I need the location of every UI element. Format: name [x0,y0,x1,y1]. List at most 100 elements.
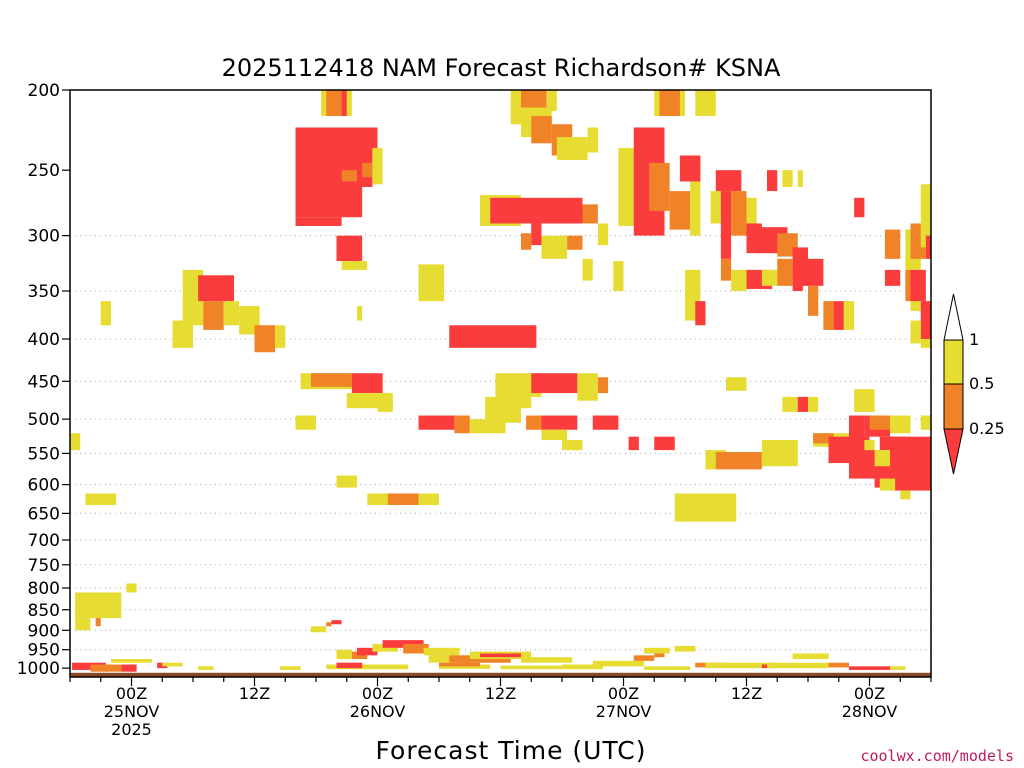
ri-cell [874,450,890,470]
credit-text: coolwx.com/models [860,747,1014,765]
ri-cell [510,90,521,125]
ri-cell [715,170,742,192]
ri-cell [633,655,655,661]
ri-cell [295,127,378,156]
y-tick-label: 700 [28,531,60,551]
ri-cell [351,373,383,394]
y-tick-label: 250 [28,161,60,181]
ri-cell [357,647,378,656]
ri-cell [813,433,834,444]
y-tick-label: 500 [28,410,60,430]
ri-cell [521,233,532,250]
ri-cell [541,415,578,430]
ri-cell [582,204,598,224]
ri-cell [418,415,455,430]
ri-cell [480,653,521,658]
x-axis-label: Forecast Time (UTC) [376,736,647,765]
ri-cell [592,660,644,667]
ri-cell [720,191,732,259]
colorbar-label: 1 [969,330,979,349]
ri-cell [920,415,931,430]
ri-cell [336,662,363,669]
ri-cell [900,490,911,500]
ri-cell [541,429,568,441]
x-tick-label: 12Z [485,684,516,703]
x-tick-label: 28NOV [842,702,898,721]
x-tick-label: 26NOV [350,702,406,721]
ri-cell [526,415,542,430]
colorbar-label: 0.25 [969,419,1005,438]
ri-cell [705,662,773,669]
ri-cell [382,640,424,648]
ri-cell [341,170,357,182]
ri-cell [70,433,81,451]
ri-cell [562,440,583,451]
ri-cell [674,493,737,522]
y-tick-label: 200 [28,81,60,101]
y-tick-label: 800 [28,579,60,599]
ri-cell [280,666,301,670]
ri-cell [531,223,542,246]
y-tick-label: 950 [28,641,60,661]
x-tick-label: 12Z [731,684,762,703]
ri-cell [326,622,332,627]
ri-cell [679,155,701,182]
ri-cell [715,452,762,470]
ri-cell [121,664,137,672]
y-axis: 200 250 300 350 400 450 500 550 600 650 700 750 8008… [17,81,70,679]
y-tick-label: 450 [28,372,60,392]
ri-cell [731,269,747,292]
ri-cell [767,170,778,192]
ri-cell [495,373,542,397]
ri-cell [669,191,691,230]
y-tick-label: 750 [28,556,60,576]
x-tick-label: 27NOV [596,702,652,721]
x-tick-label: 00Z [116,684,147,703]
ri-cell [782,396,798,412]
ri-cell [295,217,342,226]
ri-cell [336,475,357,488]
ri-cell [828,662,849,668]
ri-cell [562,664,598,669]
ri-cell [490,197,583,224]
colorbar-label: 0.5 [969,374,994,393]
x-tick-label: 2025 [111,720,152,739]
ri-cell [85,493,117,506]
ri-cell [792,653,829,660]
ri-cell [336,649,352,660]
y-tick-label: 400 [28,330,60,350]
ri-cell [654,653,665,658]
ri-cell [884,269,901,286]
ri-cell [628,436,639,451]
ri-cell [531,373,578,394]
ri-cell [833,301,844,330]
ri-cell [761,269,778,286]
ri-cell [377,393,393,412]
y-tick-label: 600 [28,476,60,496]
ri-cell [567,235,583,250]
ri-cell [331,620,342,625]
ri-cell [295,186,363,218]
colorbar-bin-orange [943,383,964,430]
ri-cell [613,261,624,292]
ri-cell [792,269,803,292]
ri-cell [162,662,183,667]
ri-cell [449,325,537,348]
ri-cell [90,664,122,672]
ri-cell [75,618,91,631]
ri-cell [864,440,875,451]
ri-cell [198,275,234,302]
y-tick-label: 850 [28,601,60,621]
ri-cell [777,258,793,286]
ri-cell [761,440,798,467]
x-tick-label: 00Z [608,684,639,703]
ri-cell [695,301,706,326]
ri-cell [341,261,368,270]
ri-cell [198,666,214,670]
ri-cell [797,396,808,412]
colorbar-bottom-arrow [943,428,964,475]
y-tick-label: 900 [28,621,60,641]
ri-cell [731,191,747,236]
